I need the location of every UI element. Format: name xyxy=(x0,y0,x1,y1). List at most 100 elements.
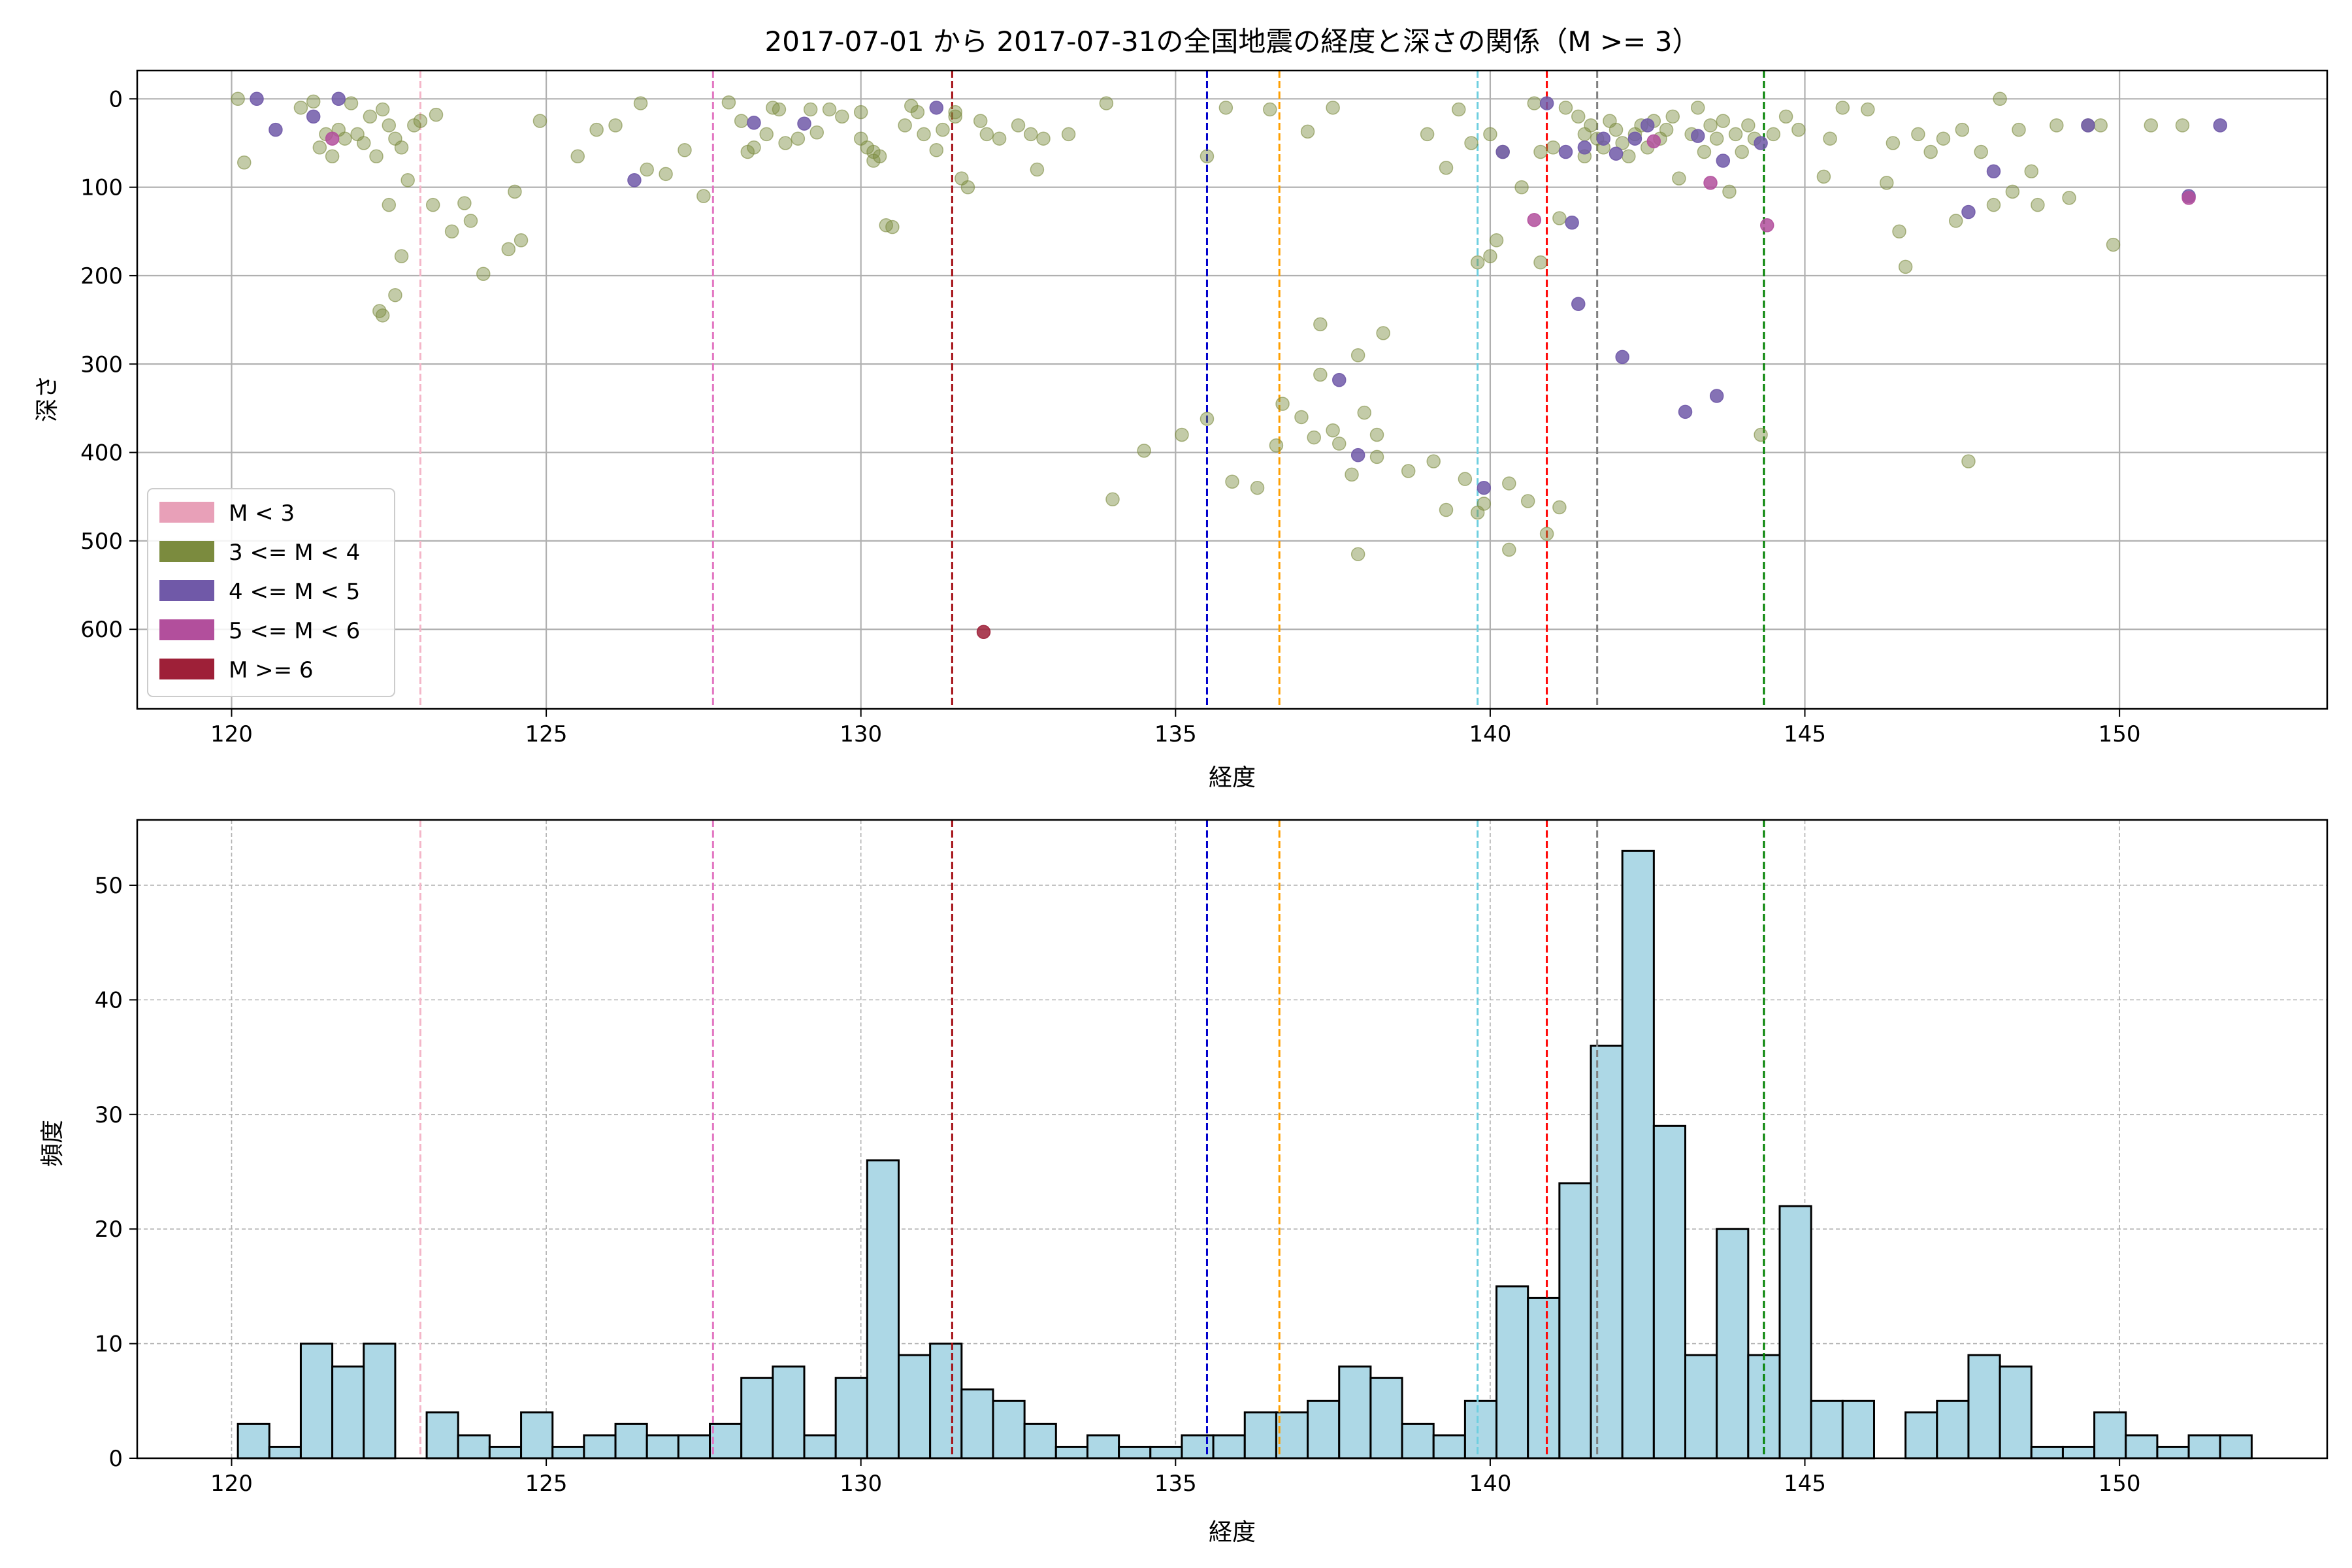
scatter-point xyxy=(1703,176,1718,190)
scatter-x-tick-label: 145 xyxy=(1784,721,1826,747)
scatter-point xyxy=(1225,474,1239,489)
scatter-point xyxy=(1036,131,1051,146)
histogram-x-axis-label: 経度 xyxy=(1209,1519,1256,1546)
scatter-point xyxy=(325,149,340,164)
histogram-bar xyxy=(2061,1445,2096,1460)
scatter-point xyxy=(1627,131,1642,146)
scatter-point xyxy=(338,131,352,146)
scatter-point xyxy=(388,287,402,302)
scatter-point xyxy=(357,136,371,150)
scatter-point xyxy=(2093,118,2108,133)
histogram-x-tick-label: 140 xyxy=(1469,1471,1511,1497)
scatter-point xyxy=(1552,211,1567,225)
scatter-point xyxy=(1961,454,1976,468)
scatter-point xyxy=(1470,255,1485,270)
scatter-point xyxy=(532,114,547,128)
legend-label: M < 3 xyxy=(229,500,295,527)
scatter-point xyxy=(678,143,692,157)
legend-box xyxy=(147,488,395,697)
scatter-point xyxy=(1137,444,1151,458)
scatter-point xyxy=(1735,144,1749,159)
scatter-point xyxy=(1350,547,1365,561)
histogram-axes-frame xyxy=(136,819,2328,1460)
scatter-point xyxy=(2024,164,2039,179)
scatter-point xyxy=(2213,118,2228,133)
scatter-point xyxy=(1640,118,1655,133)
scatter-point xyxy=(463,214,478,228)
histogram-bar xyxy=(1936,1399,1970,1460)
histogram-bar xyxy=(1307,1399,1341,1460)
scatter-point xyxy=(1426,454,1441,468)
scatter-point xyxy=(1105,492,1120,507)
histogram-bar xyxy=(1652,1124,1687,1460)
scatter-point xyxy=(589,122,604,137)
scatter-point xyxy=(1615,350,1629,365)
scatter-point xyxy=(1646,134,1661,149)
scatter-point xyxy=(973,114,988,128)
scatter-point xyxy=(1835,101,1850,115)
scatter-y-tick-label: 500 xyxy=(80,529,123,555)
histogram-bar xyxy=(1716,1228,1750,1460)
scatter-point xyxy=(1458,472,1473,486)
scatter-point xyxy=(917,127,931,142)
histogram-bar xyxy=(1181,1434,1215,1460)
scatter-point xyxy=(231,91,245,106)
scatter-x-tick-label: 140 xyxy=(1469,721,1511,747)
histogram-bar xyxy=(1023,1422,1057,1460)
scatter-y-tick-label: 400 xyxy=(80,440,123,466)
scatter-point xyxy=(1861,102,1875,117)
scatter-point xyxy=(2144,118,2159,133)
histogram-x-tick-label: 120 xyxy=(210,1471,253,1497)
scatter-point xyxy=(1565,215,1579,230)
histogram-bar xyxy=(1527,1296,1561,1460)
scatter-point xyxy=(1936,131,1951,146)
scatter-point xyxy=(2081,118,2095,133)
scatter-point xyxy=(992,131,1007,146)
legend-label: 4 <= M < 5 xyxy=(229,579,360,605)
scatter-point xyxy=(1275,397,1290,411)
scatter-point xyxy=(1716,154,1731,168)
histogram-bar xyxy=(1967,1354,2001,1460)
scatter-point xyxy=(1024,127,1038,142)
scatter-point xyxy=(369,149,384,164)
scatter-point xyxy=(948,109,962,124)
histogram-bars xyxy=(237,849,2253,1460)
scatter-point xyxy=(501,242,516,257)
scatter-point xyxy=(1483,127,1497,142)
scatter-point xyxy=(429,107,444,122)
scatter-y-axis-label: 深さ xyxy=(34,375,61,422)
scatter-point xyxy=(734,114,749,128)
histogram-x-ticks: 120 125 130 135 140 145 150 xyxy=(210,1458,2141,1497)
scatter-point xyxy=(1030,162,1045,177)
scatter-point xyxy=(1439,161,1454,175)
histogram-bar xyxy=(992,1399,1026,1460)
scatter-point xyxy=(1357,405,1372,420)
scatter-point xyxy=(803,102,818,117)
histogram-bar xyxy=(425,1411,459,1460)
scatter-point xyxy=(457,196,472,210)
histogram-y-axis-label: 頻度 xyxy=(39,1120,66,1167)
scatter-point xyxy=(696,189,711,203)
scatter-point xyxy=(1911,127,1925,142)
scatter-point xyxy=(835,109,849,124)
scatter-point xyxy=(1986,164,2001,179)
scatter-point xyxy=(1263,102,1277,117)
scatter-point xyxy=(1477,497,1492,511)
scatter-point xyxy=(1672,171,1686,186)
histogram-bar xyxy=(331,1365,365,1460)
legend-label: 5 <= M < 6 xyxy=(229,618,360,644)
scatter-point xyxy=(1533,255,1548,270)
histogram-bar xyxy=(2030,1445,2064,1460)
scatter-point xyxy=(1200,412,1215,426)
scatter-point xyxy=(910,105,925,120)
scatter-point xyxy=(1615,136,1629,150)
scatter-point xyxy=(948,105,962,120)
histogram-bar xyxy=(1999,1365,2033,1460)
scatter-point xyxy=(1326,101,1340,115)
scatter-point xyxy=(1609,122,1624,137)
scatter-point xyxy=(394,249,409,263)
scatter-point xyxy=(721,95,736,110)
scatter-point xyxy=(1709,131,1724,146)
scatter-x-tick-label: 130 xyxy=(840,721,882,747)
scatter-point xyxy=(659,167,673,182)
